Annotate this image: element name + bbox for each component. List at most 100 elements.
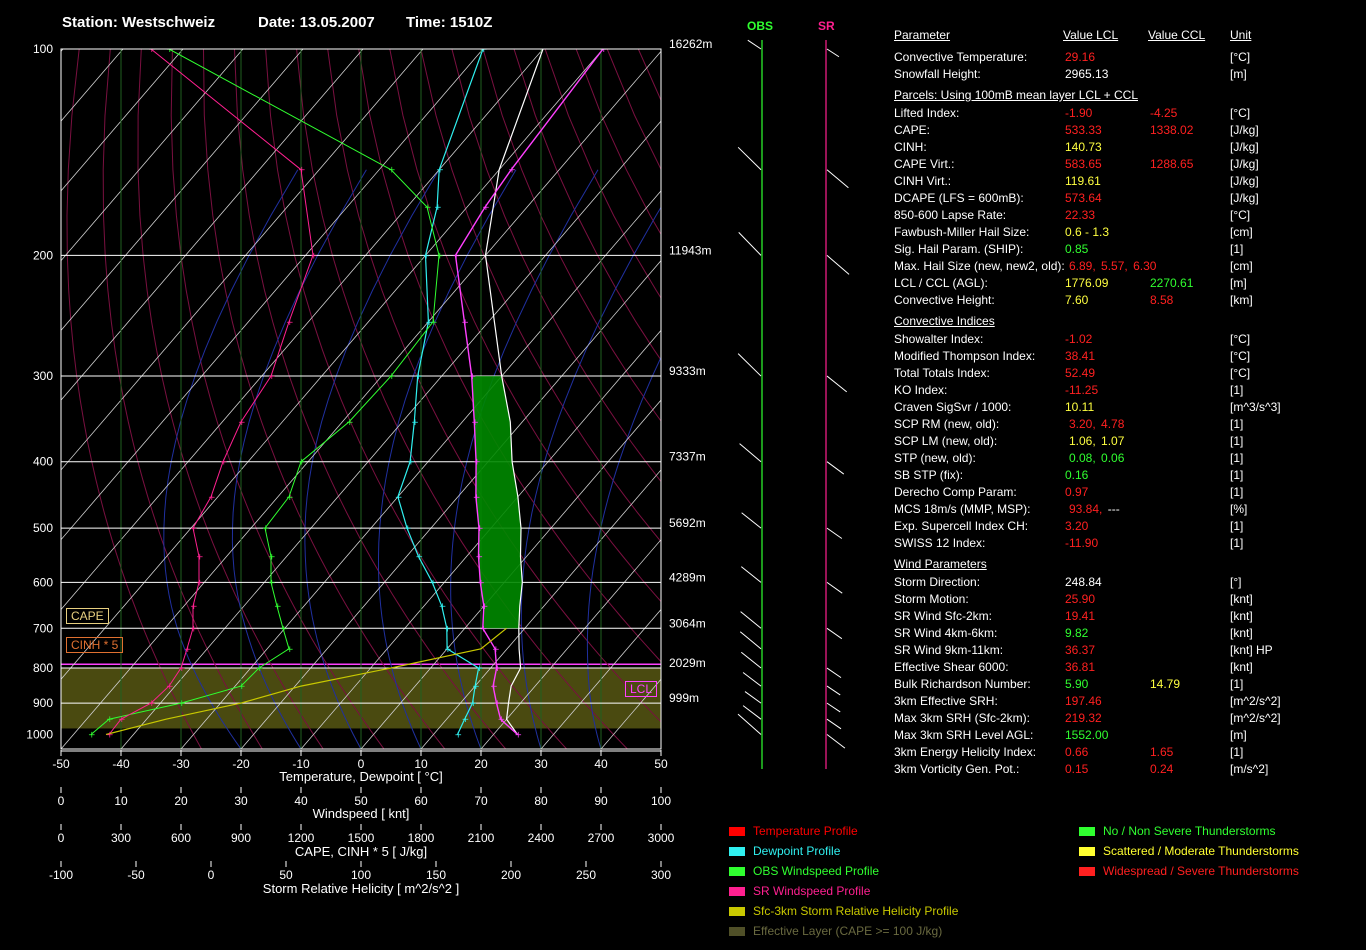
param-row-unit: [J/kg] [1230, 174, 1259, 188]
sr-windspeed-line [108, 49, 314, 735]
param-row-name: Total Totals Index: [894, 366, 990, 380]
sr-wind-barb [826, 667, 842, 679]
sr-windspeed-point: + [166, 682, 174, 692]
param-value-lcl: 0.66 [1065, 745, 1089, 759]
param-row-unit: [knt] [1230, 626, 1253, 640]
pressure-tick-label: 600 [33, 575, 53, 589]
obs-wind-barb [737, 146, 762, 171]
temperature-point: + [461, 318, 469, 328]
obs-wind-barb [739, 443, 762, 463]
isotherm [540, 608, 661, 749]
height-label: 5692m [669, 516, 706, 530]
dewpoint-point: + [404, 524, 412, 534]
obs-windspeed-point: + [268, 578, 276, 588]
dewpoint-point: + [411, 418, 419, 428]
windspeed-tick-label: 90 [594, 794, 608, 808]
dry-adiabat [606, 49, 661, 171]
obs-windspeed-point: + [346, 418, 354, 428]
lcl-box: LCL [625, 681, 658, 697]
param-value-ccl: 2270.61 [1150, 276, 1194, 290]
date-label: Date: 13.05.2007 [258, 14, 375, 31]
temperature-tick-label: -10 [292, 757, 310, 771]
param-row-unit: [m] [1230, 67, 1247, 81]
param-row-name: LCL / CCL (AGL): [894, 276, 988, 290]
dry-adiabat [102, 49, 263, 749]
param-row-name: Bulk Richardson Number: [894, 677, 1031, 691]
obs-windspeed-point: + [280, 624, 288, 634]
param-row-name: Modified Thompson Index: [894, 349, 1036, 363]
dewpoint-point: + [462, 715, 470, 725]
obs-windspeed-point: + [238, 682, 246, 692]
param-row-unit: [m^2/s^2] [1230, 694, 1281, 708]
obs-windspeed-line [90, 49, 440, 735]
param-row-name: 3km Energy Helicity Index: [894, 745, 1037, 759]
param-value: 0.06 [1101, 451, 1125, 465]
param-value-ccl: 0.24 [1150, 762, 1174, 776]
dry-adiabat [637, 49, 661, 102]
sr-wind-barb [826, 461, 845, 475]
legend-right-swatch [1079, 827, 1095, 836]
legend-right-label: Widespread / Severe Thunderstorms [1103, 864, 1299, 878]
temperature-axis-label: Temperature, Dewpoint [ °C] [279, 769, 442, 784]
param-row-name: CAPE Virt.: [894, 157, 955, 171]
param-value-lcl: 0.6 - 1.3 [1065, 225, 1110, 239]
param-row-unit: [J/kg] [1230, 140, 1259, 154]
dewpoint-point: + [472, 682, 480, 692]
cape-tick-label: 1800 [408, 831, 435, 845]
dewpoint-point: + [469, 699, 477, 709]
sr-wind-barb [826, 702, 841, 713]
height-label: 3064m [669, 616, 706, 630]
windspeed-tick-label: 10 [114, 794, 128, 808]
temperature-profile-line [454, 49, 604, 736]
obs-windspeed-point: + [430, 318, 438, 328]
dry-adiabat [137, 49, 324, 749]
dry-adiabat [327, 49, 661, 723]
cape-tick-label: 600 [171, 831, 191, 845]
cape-area [471, 376, 523, 629]
param-row-unit: [°C] [1230, 366, 1251, 380]
temperature-tick-label: -50 [52, 757, 70, 771]
temperature-tick-label: 40 [594, 757, 608, 771]
isotherm [61, 49, 424, 471]
param-row-name: SB STP (fix): [894, 468, 964, 482]
sr-wind-barb [826, 627, 843, 640]
param-value: 6.30 [1133, 259, 1157, 273]
temperature-tick-label: 10 [414, 757, 428, 771]
obs-wind-barb [739, 631, 762, 650]
param-value-lcl: -11.90 [1065, 536, 1099, 550]
windspeed-tick-label: 70 [474, 794, 488, 808]
legend-left-label: Sfc-3km Storm Relative Helicity Profile [753, 904, 959, 918]
temperature-point: + [473, 493, 481, 503]
obs-windspeed-point: + [436, 251, 444, 261]
param-row-unit: [1] [1230, 451, 1244, 465]
temperature-point: + [453, 251, 461, 261]
obs-wind-barb [737, 713, 762, 735]
param-value: 0.08, [1069, 451, 1100, 465]
temperature-point: + [480, 624, 488, 634]
sr-windspeed-point: + [106, 730, 114, 740]
param-group-title: Wind Parameters [894, 557, 987, 571]
param-value-ccl: 8.58 [1150, 293, 1174, 307]
moist-adiabat [520, 206, 661, 749]
sr-windspeed-point: + [196, 578, 204, 588]
param-row-unit: [m] [1230, 728, 1247, 742]
isotherm [61, 49, 184, 192]
param-row-unit: [cm] [1230, 225, 1253, 239]
pressure-tick-label: 800 [33, 661, 53, 675]
param-header-ccl: Value CCL [1148, 28, 1206, 42]
param-value-lcl: 25.90 [1065, 592, 1096, 606]
legend-right-label: No / Non Severe Thunderstorms [1103, 824, 1276, 838]
param-header-name: Parameter [894, 28, 951, 42]
temperature-point: + [477, 578, 485, 588]
param-row-unit: [1] [1230, 485, 1244, 499]
temperature-point: + [493, 699, 501, 709]
param-row-unit: [°C] [1230, 208, 1251, 222]
param-header-lcl: Value LCL [1063, 28, 1119, 42]
srh-tick-label: 300 [651, 868, 671, 882]
dry-adiabat [731, 49, 880, 749]
dewpoint-point: + [416, 553, 424, 563]
param-row-name: Exp. Supercell Index CH: [894, 519, 1029, 533]
sr-windspeed-point: + [208, 493, 216, 503]
height-label: 9333m [669, 364, 706, 378]
cape-tick-label: 0 [58, 831, 65, 845]
